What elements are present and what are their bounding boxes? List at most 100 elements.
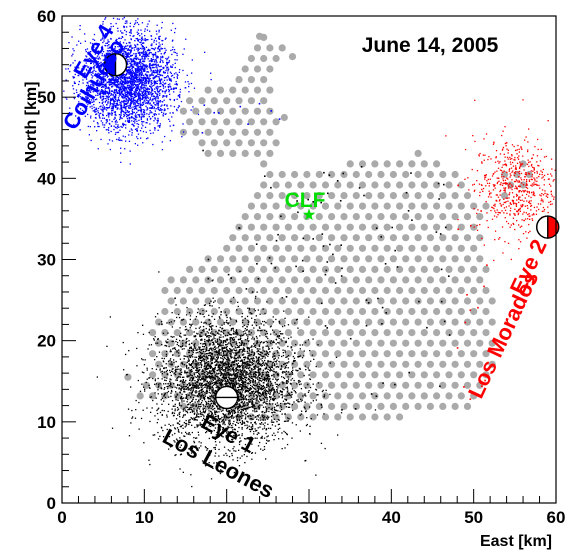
hit-point bbox=[152, 63, 154, 65]
hit-point bbox=[176, 368, 178, 371]
detector-tank bbox=[223, 244, 231, 252]
hit-point bbox=[187, 375, 189, 377]
hit-point bbox=[269, 367, 271, 370]
detector-tank bbox=[396, 307, 404, 316]
detector-tank bbox=[451, 339, 459, 347]
hit-point bbox=[209, 383, 211, 386]
detector-tank bbox=[470, 371, 478, 379]
hit-point bbox=[180, 346, 182, 348]
hit-point bbox=[272, 329, 274, 331]
hit-point bbox=[258, 350, 260, 353]
detector-tank bbox=[365, 360, 373, 368]
hit-point bbox=[260, 384, 262, 387]
hit-point bbox=[179, 411, 181, 413]
hit-point bbox=[266, 389, 268, 392]
detector-tank bbox=[223, 97, 231, 105]
hit-point bbox=[124, 46, 126, 48]
hit-point bbox=[291, 391, 293, 393]
hit-point bbox=[272, 355, 274, 357]
hit-point bbox=[284, 447, 286, 449]
hit-point bbox=[202, 330, 204, 332]
hit-point bbox=[198, 393, 200, 395]
hit-point bbox=[210, 375, 212, 378]
detector-tank bbox=[253, 276, 262, 284]
hit-point bbox=[244, 386, 246, 388]
hit-point bbox=[213, 403, 215, 405]
hit-point bbox=[155, 97, 157, 99]
detector-tank bbox=[470, 350, 478, 358]
hit-point bbox=[192, 377, 195, 379]
hit-point bbox=[141, 383, 143, 385]
hit-point bbox=[230, 343, 232, 346]
hit-point bbox=[242, 349, 244, 351]
hit-point bbox=[214, 382, 217, 385]
hit-point bbox=[269, 384, 272, 386]
hit-point bbox=[270, 342, 272, 345]
hit-point bbox=[286, 420, 288, 422]
detector-tank bbox=[389, 381, 397, 389]
hit-point bbox=[210, 388, 212, 390]
hit-point bbox=[179, 416, 181, 418]
hit-point bbox=[215, 375, 217, 378]
hit-point bbox=[201, 338, 203, 340]
hit-point bbox=[155, 40, 158, 42]
hit-point bbox=[202, 390, 204, 393]
detector-tank bbox=[482, 286, 490, 295]
detector-tank bbox=[229, 149, 237, 157]
hit-point bbox=[188, 343, 190, 346]
hit-point bbox=[248, 340, 250, 342]
hit-point bbox=[286, 387, 288, 389]
detector-tank bbox=[303, 170, 311, 179]
hit-point bbox=[267, 361, 269, 363]
hit-point bbox=[258, 344, 260, 346]
hit-point bbox=[180, 453, 182, 455]
detector-tank bbox=[389, 170, 397, 179]
hit-point bbox=[213, 357, 215, 359]
hit-point bbox=[175, 304, 177, 306]
detector-tank bbox=[179, 402, 187, 410]
hit-point bbox=[236, 365, 239, 367]
hit-point bbox=[280, 338, 282, 340]
hit-point bbox=[258, 386, 260, 388]
hit-point bbox=[137, 379, 139, 382]
hit-point bbox=[181, 371, 183, 373]
hit-point bbox=[255, 321, 258, 324]
detector-tank bbox=[309, 265, 317, 273]
hit-point bbox=[167, 387, 169, 390]
hit-point bbox=[207, 421, 209, 423]
hit-point bbox=[226, 379, 229, 381]
detector-tank bbox=[235, 244, 243, 252]
hit-point bbox=[257, 427, 259, 429]
hit-point bbox=[251, 346, 253, 348]
hit-point bbox=[265, 362, 267, 364]
hit-point bbox=[270, 383, 272, 385]
hit-point bbox=[187, 387, 189, 390]
hit-point bbox=[243, 375, 245, 377]
hit-point bbox=[199, 348, 201, 350]
hit-point bbox=[264, 329, 266, 332]
hit-point bbox=[209, 430, 211, 432]
hit-point bbox=[224, 371, 226, 373]
hit-point bbox=[198, 364, 200, 366]
hit-point bbox=[167, 360, 170, 362]
hit-point bbox=[204, 376, 206, 378]
hit-point bbox=[260, 375, 263, 378]
hit-point bbox=[268, 366, 270, 368]
hit-point bbox=[214, 377, 216, 379]
hit-point bbox=[218, 411, 220, 413]
hit-point bbox=[216, 462, 218, 464]
detector-tank bbox=[241, 276, 249, 284]
hit-point bbox=[258, 401, 260, 403]
hit-point bbox=[233, 446, 235, 448]
hit-point bbox=[239, 368, 241, 371]
hit-point bbox=[180, 373, 182, 376]
hit-point bbox=[249, 376, 251, 378]
hit-point bbox=[267, 440, 269, 442]
hit-point bbox=[259, 395, 261, 397]
hit-point bbox=[251, 345, 253, 347]
hit-point bbox=[215, 386, 217, 389]
hit-point bbox=[274, 357, 276, 359]
hit-point bbox=[213, 368, 215, 370]
hit-point bbox=[214, 361, 216, 363]
hit-point bbox=[141, 58, 143, 60]
